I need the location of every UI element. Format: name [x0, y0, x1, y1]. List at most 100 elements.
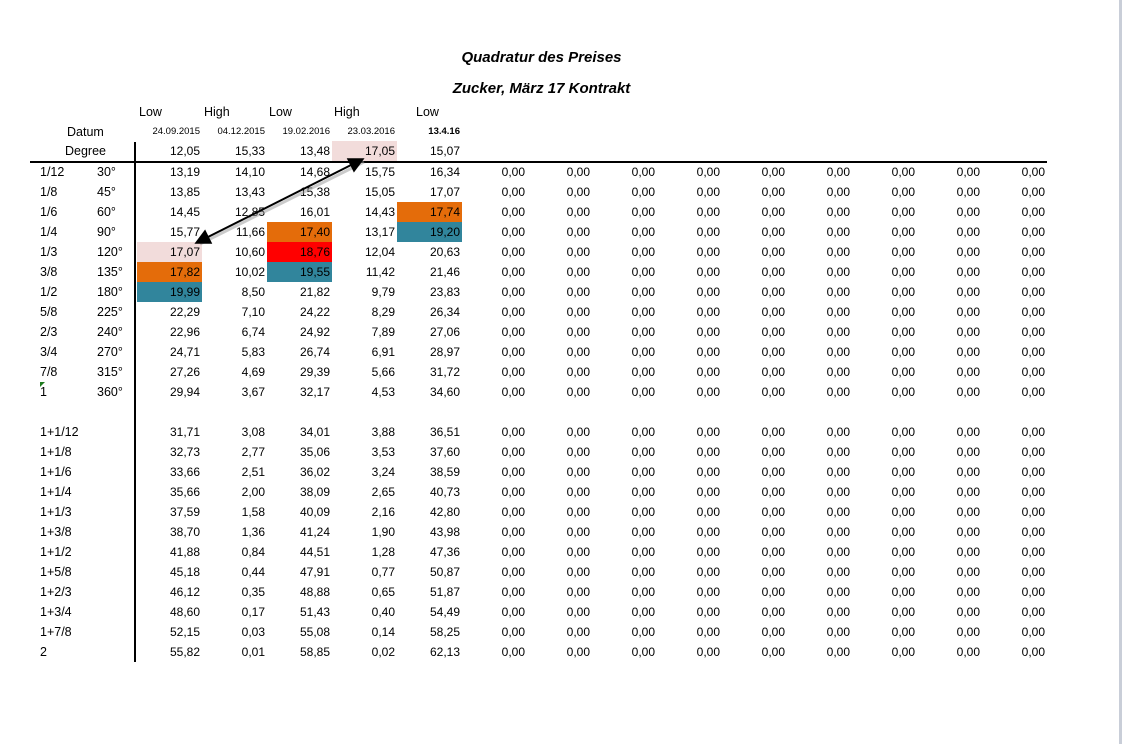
- empty-value-cell[interactable]: 0,00: [761, 245, 785, 259]
- empty-value-cell[interactable]: 0,00: [761, 365, 785, 379]
- value-cell[interactable]: 40,09: [299, 505, 330, 519]
- degree-cell[interactable]: 15,07: [429, 144, 460, 158]
- degree-cell[interactable]: 13,48: [299, 144, 330, 158]
- empty-value-cell[interactable]: 0,00: [761, 645, 785, 659]
- empty-value-cell[interactable]: 0,00: [956, 225, 980, 239]
- value-cell[interactable]: 2,00: [241, 485, 265, 499]
- value-cell[interactable]: 11,42: [365, 265, 395, 279]
- empty-value-cell[interactable]: 0,00: [761, 565, 785, 579]
- empty-value-cell[interactable]: 0,00: [631, 545, 655, 559]
- empty-value-cell[interactable]: 0,00: [501, 565, 525, 579]
- value-cell[interactable]: 17,07: [429, 185, 460, 199]
- value-cell[interactable]: 23,83: [429, 285, 460, 299]
- empty-value-cell[interactable]: 0,00: [1021, 225, 1045, 239]
- value-cell[interactable]: 17,07: [137, 242, 202, 262]
- empty-value-cell[interactable]: 0,00: [1021, 265, 1045, 279]
- empty-value-cell[interactable]: 0,00: [826, 585, 850, 599]
- value-cell[interactable]: 15,77: [169, 225, 200, 239]
- empty-value-cell[interactable]: 0,00: [891, 505, 915, 519]
- empty-value-cell[interactable]: 0,00: [501, 425, 525, 439]
- empty-value-cell[interactable]: 0,00: [761, 485, 785, 499]
- value-cell[interactable]: 58,85: [299, 645, 330, 659]
- empty-value-cell[interactable]: 0,00: [696, 385, 720, 399]
- value-cell[interactable]: 36,02: [299, 465, 330, 479]
- empty-value-cell[interactable]: 0,00: [696, 605, 720, 619]
- value-cell[interactable]: 4,69: [241, 365, 265, 379]
- empty-value-cell[interactable]: 0,00: [956, 365, 980, 379]
- value-cell[interactable]: 19,55: [267, 262, 332, 282]
- value-cell[interactable]: 22,29: [169, 305, 200, 319]
- value-cell[interactable]: 19,99: [137, 282, 202, 302]
- value-cell[interactable]: 33,66: [169, 465, 200, 479]
- value-cell[interactable]: 26,74: [299, 345, 330, 359]
- empty-value-cell[interactable]: 0,00: [696, 365, 720, 379]
- empty-value-cell[interactable]: 0,00: [501, 205, 525, 219]
- empty-value-cell[interactable]: 0,00: [501, 605, 525, 619]
- empty-value-cell[interactable]: 0,00: [956, 585, 980, 599]
- empty-value-cell[interactable]: 0,00: [566, 545, 590, 559]
- empty-value-cell[interactable]: 0,00: [826, 265, 850, 279]
- value-cell[interactable]: 22,96: [169, 325, 200, 339]
- value-cell[interactable]: 55,08: [299, 625, 330, 639]
- empty-value-cell[interactable]: 0,00: [891, 425, 915, 439]
- empty-value-cell[interactable]: 0,00: [566, 425, 590, 439]
- empty-value-cell[interactable]: 0,00: [826, 325, 850, 339]
- empty-value-cell[interactable]: 0,00: [696, 625, 720, 639]
- empty-value-cell[interactable]: 0,00: [891, 565, 915, 579]
- empty-value-cell[interactable]: 0,00: [891, 585, 915, 599]
- empty-value-cell[interactable]: 0,00: [566, 225, 590, 239]
- empty-value-cell[interactable]: 0,00: [566, 625, 590, 639]
- value-cell[interactable]: 8,29: [371, 305, 395, 319]
- empty-value-cell[interactable]: 0,00: [696, 445, 720, 459]
- value-cell[interactable]: 17,40: [267, 222, 332, 242]
- empty-value-cell[interactable]: 0,00: [956, 565, 980, 579]
- value-cell[interactable]: 13,17: [364, 225, 395, 239]
- empty-value-cell[interactable]: 0,00: [501, 165, 525, 179]
- empty-value-cell[interactable]: 0,00: [761, 225, 785, 239]
- empty-value-cell[interactable]: 0,00: [631, 505, 655, 519]
- value-cell[interactable]: 44,51: [299, 545, 330, 559]
- value-cell[interactable]: 55,82: [169, 645, 200, 659]
- empty-value-cell[interactable]: 0,00: [761, 525, 785, 539]
- value-cell[interactable]: 29,94: [169, 385, 200, 399]
- value-cell[interactable]: 10,02: [234, 265, 265, 279]
- empty-value-cell[interactable]: 0,00: [761, 505, 785, 519]
- empty-value-cell[interactable]: 0,00: [826, 205, 850, 219]
- value-cell[interactable]: 0,17: [241, 605, 265, 619]
- empty-value-cell[interactable]: 0,00: [891, 185, 915, 199]
- value-cell[interactable]: 28,97: [429, 345, 460, 359]
- empty-value-cell[interactable]: 0,00: [1021, 465, 1045, 479]
- empty-value-cell[interactable]: 0,00: [761, 205, 785, 219]
- empty-value-cell[interactable]: 0,00: [891, 165, 915, 179]
- value-cell[interactable]: 6,91: [371, 345, 395, 359]
- empty-value-cell[interactable]: 0,00: [761, 385, 785, 399]
- empty-value-cell[interactable]: 0,00: [501, 265, 525, 279]
- value-cell[interactable]: 50,87: [429, 565, 460, 579]
- empty-value-cell[interactable]: 0,00: [501, 245, 525, 259]
- empty-value-cell[interactable]: 0,00: [891, 445, 915, 459]
- value-cell[interactable]: 13,85: [169, 185, 200, 199]
- empty-value-cell[interactable]: 0,00: [891, 305, 915, 319]
- empty-value-cell[interactable]: 0,00: [891, 365, 915, 379]
- value-cell[interactable]: 5,83: [241, 345, 265, 359]
- value-cell[interactable]: 41,24: [299, 525, 330, 539]
- empty-value-cell[interactable]: 0,00: [631, 485, 655, 499]
- value-cell[interactable]: 19,20: [397, 222, 462, 242]
- empty-value-cell[interactable]: 0,00: [631, 385, 655, 399]
- empty-value-cell[interactable]: 0,00: [891, 545, 915, 559]
- value-cell[interactable]: 15,05: [364, 185, 395, 199]
- empty-value-cell[interactable]: 0,00: [956, 445, 980, 459]
- empty-value-cell[interactable]: 0,00: [956, 605, 980, 619]
- empty-value-cell[interactable]: 0,00: [956, 545, 980, 559]
- empty-value-cell[interactable]: 0,00: [1021, 505, 1045, 519]
- empty-value-cell[interactable]: 0,00: [1021, 425, 1045, 439]
- empty-value-cell[interactable]: 0,00: [956, 425, 980, 439]
- empty-value-cell[interactable]: 0,00: [696, 565, 720, 579]
- empty-value-cell[interactable]: 0,00: [1021, 485, 1045, 499]
- empty-value-cell[interactable]: 0,00: [696, 305, 720, 319]
- empty-value-cell[interactable]: 0,00: [566, 185, 590, 199]
- empty-value-cell[interactable]: 0,00: [956, 465, 980, 479]
- value-cell[interactable]: 46,12: [169, 585, 200, 599]
- empty-value-cell[interactable]: 0,00: [891, 485, 915, 499]
- empty-value-cell[interactable]: 0,00: [696, 185, 720, 199]
